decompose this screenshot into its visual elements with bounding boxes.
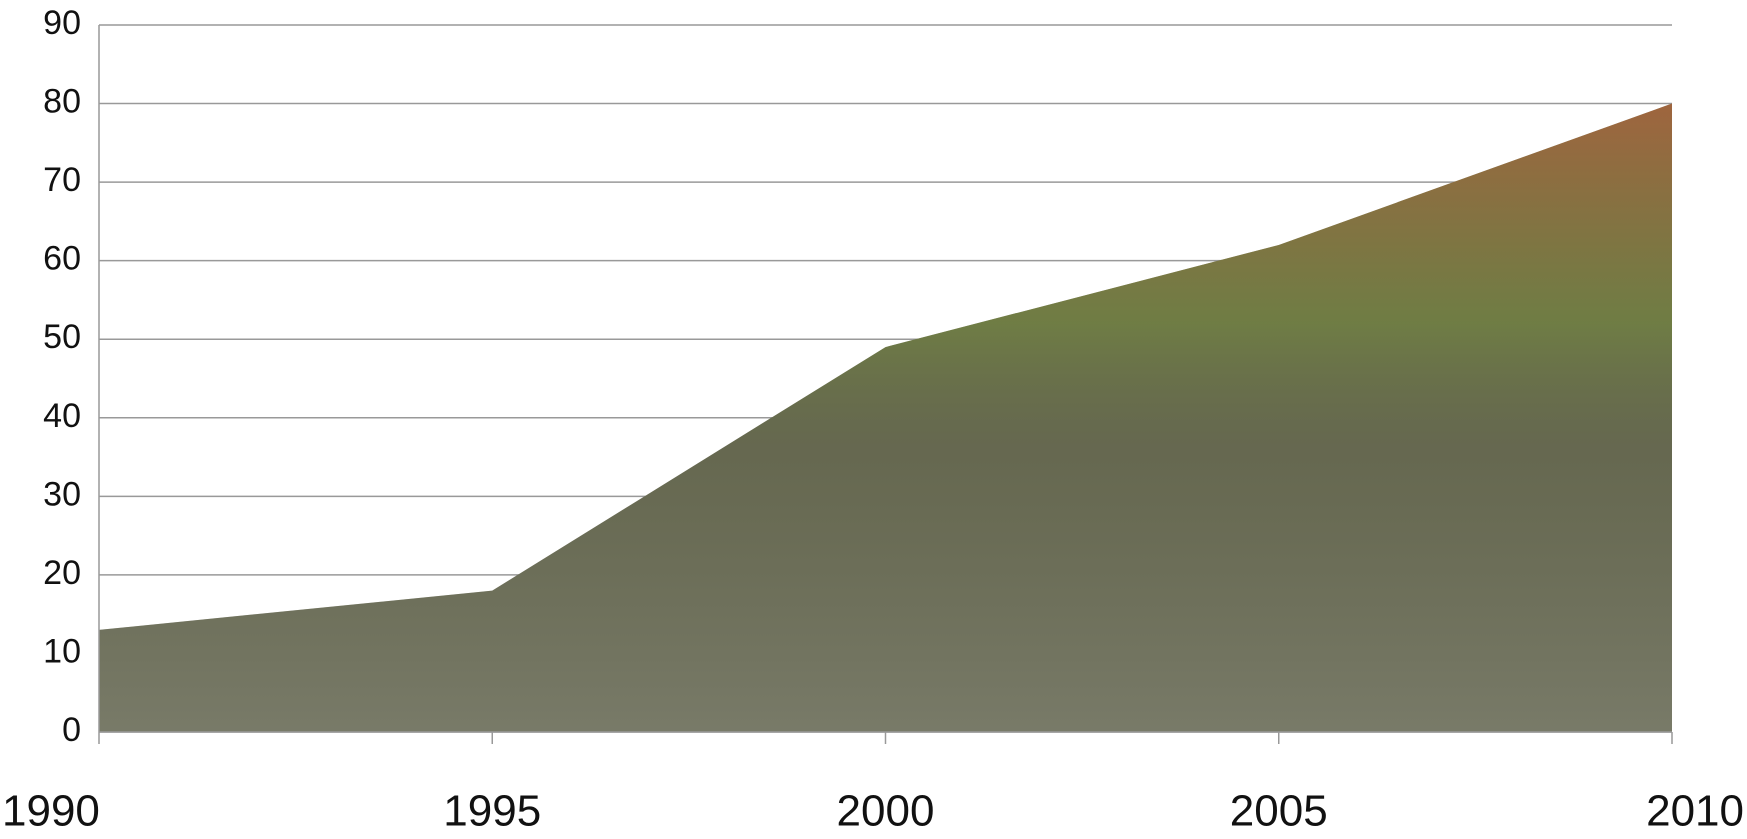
y-tick-label: 60 [43, 240, 81, 278]
y-tick-label: 20 [43, 554, 81, 592]
y-tick-label: 0 [62, 711, 81, 749]
x-tick-label: 1990 [2, 787, 100, 836]
x-tick-label: 2005 [1230, 787, 1328, 836]
y-tick-label: 50 [43, 318, 81, 356]
y-tick-label: 80 [43, 83, 81, 121]
y-tick-label: 40 [43, 397, 81, 435]
y-tick-label: 70 [43, 161, 81, 199]
y-tick-label: 10 [43, 632, 81, 670]
x-tick-label: 1995 [443, 787, 541, 836]
chart: 0 10 20 30 40 50 60 70 80 90 1990 1995 2000 2005 2010 [0, 0, 1747, 839]
x-tick-label: 2000 [837, 787, 935, 836]
y-tick-label: 90 [43, 4, 81, 42]
x-tick-label: 2010 [1646, 787, 1744, 836]
y-tick-label: 30 [43, 475, 81, 513]
